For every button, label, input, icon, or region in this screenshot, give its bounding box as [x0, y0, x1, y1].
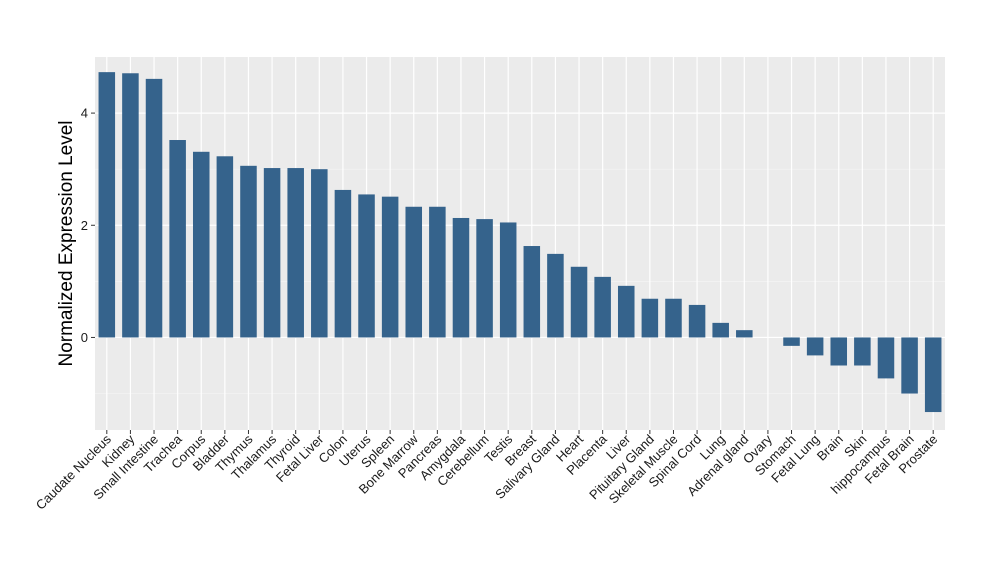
- bar: [901, 337, 918, 394]
- bar: [263, 168, 281, 338]
- x-tick-label: Brain: [814, 432, 846, 464]
- bar: [145, 78, 163, 338]
- bar: [877, 337, 895, 379]
- bar: [736, 330, 753, 338]
- bar: [452, 217, 470, 338]
- bar: [523, 246, 541, 338]
- bar: [594, 276, 611, 338]
- bar: [240, 165, 257, 338]
- bar: [854, 337, 871, 366]
- bar: [570, 266, 588, 338]
- bar: [783, 337, 800, 346]
- bar: [712, 322, 729, 338]
- y-tick-label: 4: [81, 106, 88, 121]
- bar: [806, 337, 824, 356]
- bar: [381, 196, 399, 338]
- bar: [98, 72, 116, 338]
- y-axis-label: Normalized Expression Level: [56, 120, 77, 366]
- bar: [311, 169, 328, 338]
- bar: [688, 304, 706, 338]
- bar: [830, 337, 848, 366]
- bar: [287, 168, 304, 338]
- bar: [169, 140, 186, 338]
- bar: [641, 298, 659, 338]
- bar: [405, 206, 423, 338]
- bar: [429, 206, 446, 338]
- bar: [499, 222, 517, 338]
- bar: [192, 151, 210, 338]
- y-tick-label: 2: [81, 218, 88, 233]
- bar: [617, 285, 635, 338]
- y-axis: 0 2 4: [81, 106, 95, 345]
- bar: [216, 156, 234, 338]
- bar: [924, 337, 942, 413]
- bar: [334, 189, 352, 338]
- bars: [98, 72, 942, 413]
- bar: [665, 298, 682, 338]
- bar: [122, 73, 139, 338]
- plot-panel: [95, 57, 945, 430]
- bar: [547, 253, 564, 338]
- bar: [358, 194, 375, 338]
- y-tick-label: 0: [81, 330, 88, 345]
- bar: [476, 219, 493, 338]
